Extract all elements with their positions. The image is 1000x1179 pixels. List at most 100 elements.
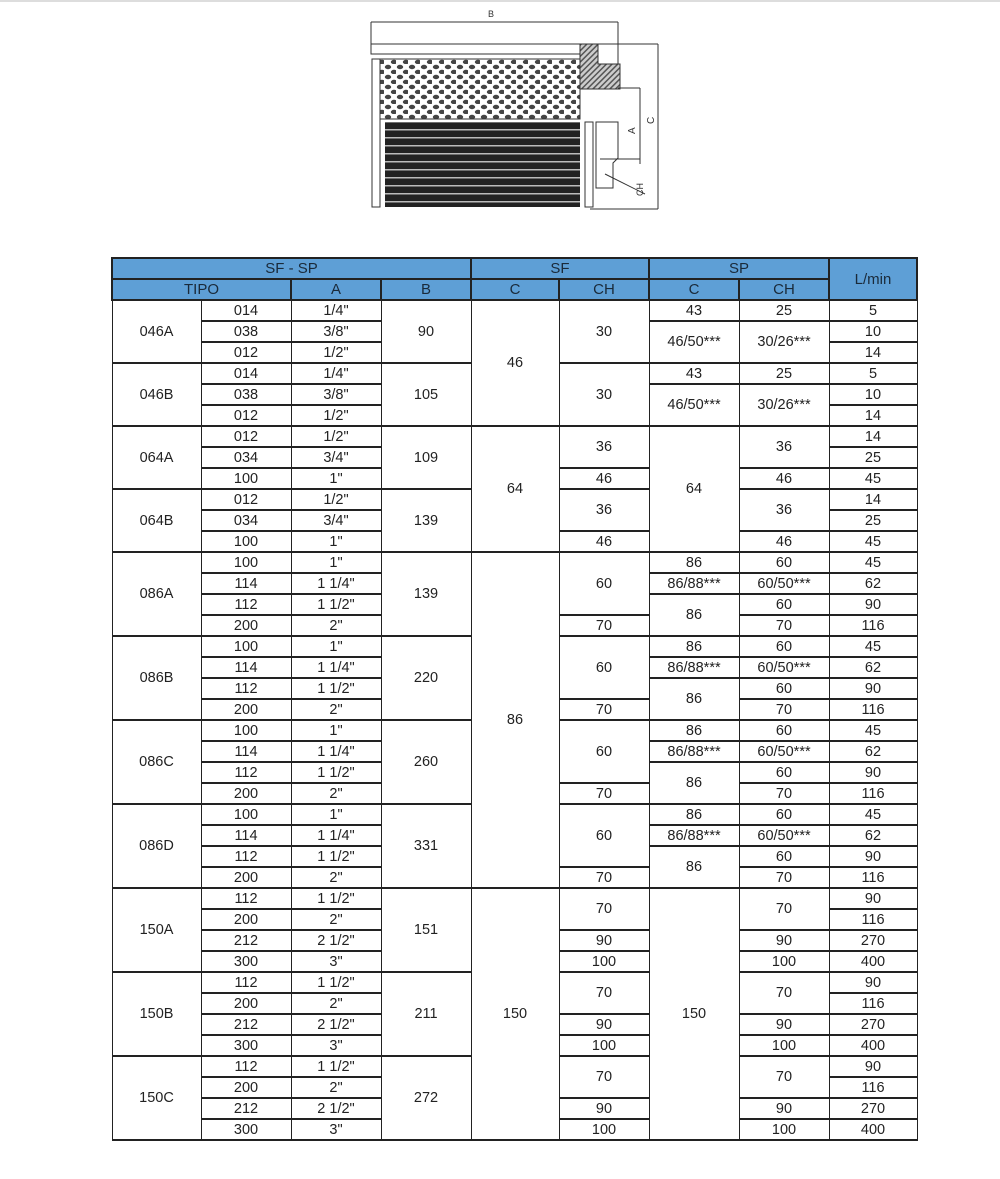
table-cell: 100 — [200, 551, 292, 574]
table-row: 212 2 1/2" 90 90 270 — [112, 929, 918, 952]
table-row: 046A 014 1/4" 90 46 30 43 25 5 — [111, 299, 918, 427]
table-cell: 100 — [558, 950, 650, 973]
table-cell: 100 — [200, 530, 292, 553]
table-cell: 30/26*** — [738, 383, 830, 427]
table-cell: 36 — [558, 488, 650, 532]
table-cell: 109 — [380, 425, 472, 490]
table-cell: 46 — [470, 299, 560, 427]
table-cell: 86 — [648, 719, 740, 742]
table-row: 114 1 1/4" 86/88*** 60/50*** 62 — [112, 572, 918, 595]
table-cell: 1 1/2" — [290, 761, 382, 784]
table-row: 112 1 1/2" 86 60 90 — [112, 761, 918, 805]
table-cell: 86/88*** — [648, 740, 740, 763]
table-cell: 10 — [828, 383, 918, 406]
table-cell: 90 — [738, 929, 830, 952]
table-cell: 45 — [828, 530, 918, 553]
table-cell: 114 — [200, 824, 292, 847]
table-cell: 62 — [828, 740, 918, 763]
table-cell: 212 — [200, 1097, 292, 1120]
dimension-ch-label: CH — [635, 183, 645, 196]
table-cell: 60 — [738, 803, 830, 826]
table-cell: 70 — [558, 971, 650, 1015]
table-cell: 90 — [380, 299, 472, 364]
table-cell: 60/50*** — [738, 824, 830, 847]
table-row: 212 2 1/2" 90 90 270 — [112, 1097, 918, 1120]
table-cell: 038 — [200, 320, 292, 343]
table-row: 046B 014 1/4" 105 30 43 25 5 — [111, 362, 918, 427]
table-row: 212 2 1/2" 90 90 270 — [112, 1013, 918, 1036]
table-cell: 86 — [648, 551, 740, 574]
table-cell: 90 — [828, 761, 918, 784]
table-cell: 1 1/4" — [290, 656, 382, 679]
dimension-b-label: B — [488, 9, 494, 19]
table-cell: 36 — [558, 425, 650, 469]
table-row: 200 2" 70 70 116 — [112, 782, 918, 805]
table-cell: 300 — [200, 1034, 292, 1057]
table-row: 100 1" 46 46 45 — [112, 467, 918, 490]
header-lmin: L/min — [828, 257, 918, 301]
table-cell: 14 — [828, 341, 918, 364]
table-cell: 60 — [738, 761, 830, 784]
table-cell: 139 — [380, 488, 472, 553]
table-cell: 2 1/2" — [290, 1097, 382, 1120]
table-cell: 60 — [738, 845, 830, 868]
table-cell: 014 — [200, 362, 292, 385]
table-cell: 90 — [738, 1097, 830, 1120]
table-row: 200 2" 70 70 116 — [112, 614, 918, 637]
table-row: 064B 012 1/2" 139 36 36 14 — [111, 488, 918, 553]
table-cell: 046A — [111, 299, 202, 364]
table-row: 150A 112 1 1/2" 151 150 70 150 70 90 — [111, 887, 918, 1141]
dimension-a-label: A — [627, 127, 638, 134]
header-b: B — [380, 278, 472, 301]
table-row: 300 3" 100 100 400 — [112, 950, 918, 973]
table-cell: 064A — [111, 425, 202, 490]
table-cell: 1 1/2" — [290, 887, 382, 910]
table-cell: 70 — [738, 887, 830, 931]
table-cell: 100 — [200, 719, 292, 742]
table-cell: 331 — [380, 803, 472, 889]
table-cell: 2" — [290, 992, 382, 1015]
table-cell: 012 — [200, 488, 292, 511]
table-cell: 14 — [828, 425, 918, 448]
table-cell: 114 — [200, 740, 292, 763]
table-cell: 212 — [200, 1013, 292, 1036]
table-cell: 2" — [290, 1076, 382, 1099]
table-cell: 100 — [738, 1034, 830, 1057]
table-cell: 1 1/2" — [290, 677, 382, 700]
header-tipo: TIPO — [111, 278, 292, 301]
table-cell: 70 — [738, 866, 830, 889]
table-cell: 400 — [828, 1034, 918, 1057]
table-cell: 90 — [828, 593, 918, 616]
table-cell: 86 — [648, 593, 740, 637]
table-cell: 60 — [738, 677, 830, 700]
table-cell: 100 — [558, 1118, 650, 1141]
table-cell: 62 — [828, 824, 918, 847]
table-row: 200 2" 70 70 116 — [112, 866, 918, 889]
table-cell: 100 — [738, 1118, 830, 1141]
table-cell: 70 — [558, 782, 650, 805]
header-column-row: TIPO A B C CH C CH — [111, 278, 917, 301]
table-cell: 30 — [558, 362, 650, 427]
table-cell: 60/50*** — [738, 656, 830, 679]
table-cell: 211 — [380, 971, 472, 1057]
table-cell: 90 — [738, 1013, 830, 1036]
header-a: A — [290, 278, 382, 301]
table-cell: 45 — [828, 719, 918, 742]
table-cell: 116 — [828, 866, 918, 889]
table-cell: 60 — [558, 551, 650, 616]
table-cell: 3" — [290, 950, 382, 973]
table-cell: 90 — [558, 1013, 650, 1036]
table-cell: 1/2" — [290, 488, 382, 511]
table-row: 100 1" 46 46 45 — [112, 530, 918, 553]
table-cell: 90 — [828, 677, 918, 700]
table-cell: 014 — [200, 299, 292, 322]
table-cell: 150A — [111, 887, 202, 973]
table-cell: 150 — [648, 887, 740, 1141]
table-cell: 1/2" — [290, 404, 382, 427]
table-row: 112 1 1/2" 86 60 90 — [112, 677, 918, 721]
table-cell: 86 — [648, 845, 740, 889]
table-cell: 272 — [380, 1055, 472, 1141]
table-cell: 116 — [828, 1076, 918, 1099]
table-cell: 1 1/2" — [290, 845, 382, 868]
table-cell: 60/50*** — [738, 740, 830, 763]
